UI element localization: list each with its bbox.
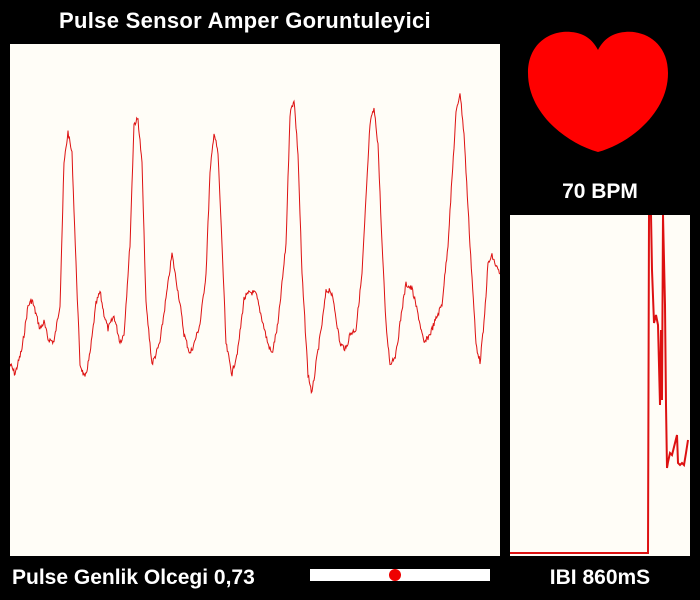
bpm-history-graph: [510, 215, 689, 554]
slider-handle[interactable]: [388, 569, 401, 581]
pulse-waveform-graph: [10, 93, 500, 395]
amplitude-scale-label: Pulse Genlik Olcegi 0,73: [12, 566, 255, 589]
amplitude-scale-slider[interactable]: [310, 569, 490, 581]
pulse-waveform-panel: [10, 44, 500, 556]
bpm-readout: 70 BPM: [562, 180, 638, 203]
pulse-waveform-trace: [10, 93, 500, 395]
app-title: Pulse Sensor Amper Goruntuleyici: [59, 8, 431, 33]
bpm-history-panel: [510, 215, 690, 556]
bpm-history-trace: [510, 215, 689, 554]
ibi-readout: IBI 860mS: [549, 566, 651, 589]
heart-icon: [526, 28, 670, 154]
